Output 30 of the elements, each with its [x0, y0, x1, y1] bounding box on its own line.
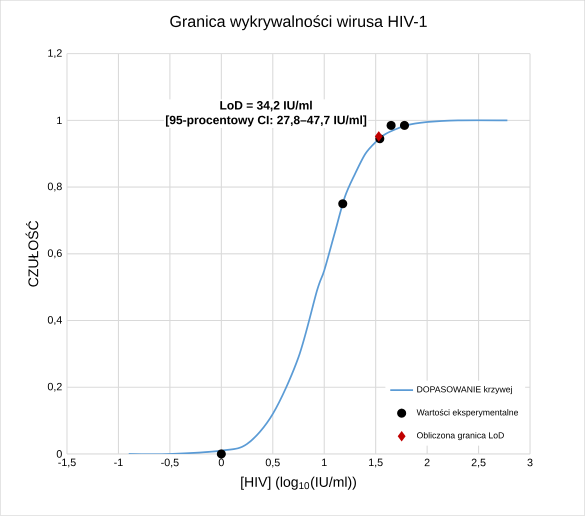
legend-label: DOPASOWANIE krzywej [417, 386, 512, 394]
annotation: LoD = 34,2 IU/ml [220, 100, 312, 112]
legend-label: Obliczona granica LoD [417, 432, 504, 440]
x-tick-label: -0,5 [161, 458, 179, 468]
x-axis-title: [HIV] (log$_{10}$(IU/ml)) [241, 476, 356, 490]
point [216, 450, 226, 459]
y-tick-label: 0,2 [48, 383, 62, 392]
x-tick-label: 0,5 [266, 458, 280, 468]
y-tick-label: 0,8 [48, 182, 62, 192]
legend-label: Wartości eksperymentalne [416, 409, 518, 418]
point [338, 199, 348, 208]
x-tick-label: 3 [527, 458, 533, 466]
point [400, 121, 410, 130]
x-tick-label: -1 [114, 458, 123, 466]
x-tick-label: 0 [218, 458, 224, 466]
y-tick-label: 0,4 [48, 316, 62, 326]
y-tick-label: 0 [56, 450, 62, 458]
x-tick-label: 2 [424, 458, 430, 466]
point [374, 131, 383, 142]
y-tick-label: 1,2 [48, 49, 62, 58]
x-tick-label: 1 [322, 458, 327, 466]
point [386, 121, 396, 130]
x-tick-label: 2,5 [472, 458, 486, 468]
y-tick-label: 1 [57, 116, 62, 124]
chart-title: Granica wykrywalności wirusa HIV-1 [170, 15, 427, 30]
x-tick-label: 1,5 [369, 458, 383, 468]
y-axis-title: CZUŁOŚĆ [26, 221, 38, 287]
y-tick-label: 0,6 [48, 250, 62, 258]
x-tick-label: -1,5 [58, 458, 76, 468]
annotation: [95-procentowy CI: 27,8–47,7 IU/ml] [166, 116, 366, 127]
